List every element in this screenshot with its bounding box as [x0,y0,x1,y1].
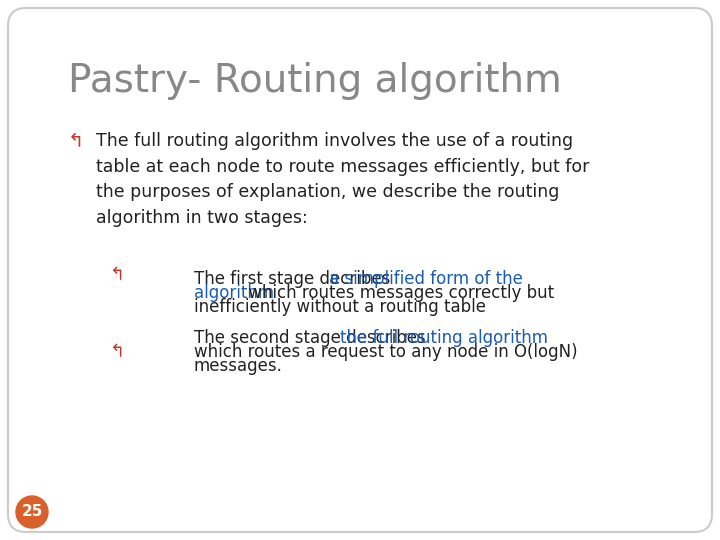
Text: The full routing algorithm involves the use of a routing
table at each node to r: The full routing algorithm involves the … [96,132,590,227]
Text: algorithm: algorithm [194,284,274,302]
Text: 25: 25 [22,504,42,519]
Circle shape [16,496,48,528]
Text: which routes messages correctly but: which routes messages correctly but [243,284,554,302]
Text: a simplified form of the: a simplified form of the [329,269,523,288]
Text: The first stage decribes: The first stage decribes [194,269,395,288]
Text: ↰: ↰ [110,343,125,361]
Text: ↰: ↰ [110,266,125,284]
Text: the full routing algorithm: the full routing algorithm [340,329,548,347]
Text: messages.: messages. [194,357,283,375]
Text: Pastry- Routing algorithm: Pastry- Routing algorithm [68,62,562,100]
FancyBboxPatch shape [8,8,712,532]
Text: inefficiently without a routing table: inefficiently without a routing table [194,298,486,316]
Text: ↰: ↰ [68,132,84,151]
Text: The second stage describes: The second stage describes [194,329,431,347]
Text: which routes a request to any node in O(logN): which routes a request to any node in O(… [194,343,577,361]
